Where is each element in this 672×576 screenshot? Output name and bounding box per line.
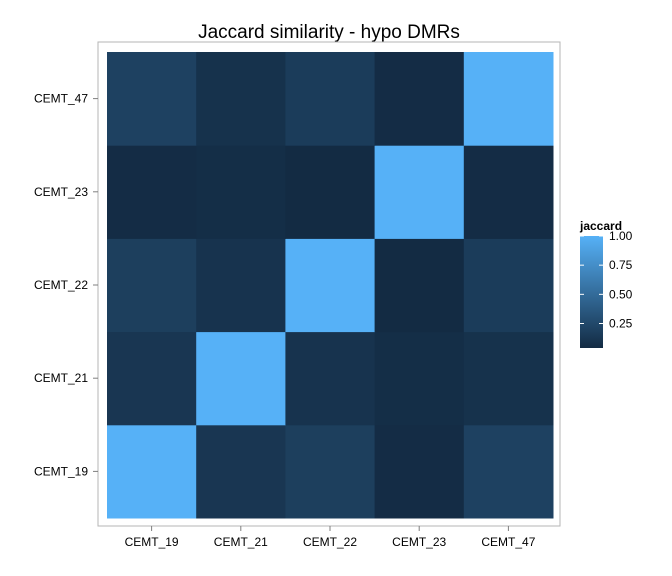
- legend-tick-label: 0.50: [609, 287, 633, 301]
- cell-CEMT_19-CEMT_23: [107, 145, 197, 239]
- legend-title: jaccard: [579, 219, 622, 233]
- x-tick-label: CEMT_21: [214, 535, 268, 549]
- cell-CEMT_21-CEMT_21: [196, 331, 286, 426]
- cell-CEMT_22-CEMT_21: [285, 331, 376, 426]
- legend-tick-label: 1.00: [609, 229, 633, 243]
- x-axis: CEMT_19 CEMT_21 CEMT_22 CEMT_23 CEMT_47: [125, 526, 536, 549]
- cell-CEMT_19-CEMT_21: [107, 331, 197, 426]
- cell-CEMT_47-CEMT_21: [463, 331, 554, 426]
- cell-CEMT_21-CEMT_22: [196, 238, 286, 333]
- x-tick-label: CEMT_23: [392, 535, 446, 549]
- y-axis: CEMT_19 CEMT_21 CEMT_22 CEMT_23 CEMT_47: [34, 92, 98, 478]
- cell-CEMT_23-CEMT_47: [374, 52, 465, 146]
- legend-tick-label: 0.75: [609, 258, 633, 272]
- cell-CEMT_47-CEMT_47: [463, 52, 554, 146]
- cell-CEMT_21-CEMT_19: [196, 424, 286, 519]
- cell-CEMT_21-CEMT_23: [196, 145, 286, 239]
- x-tick-label: CEMT_22: [303, 535, 357, 549]
- heatmap-cells: [107, 52, 554, 519]
- cell-CEMT_19-CEMT_19: [107, 424, 197, 519]
- y-tick-label: CEMT_19: [34, 464, 88, 478]
- legend-ticks: 1.00 0.75 0.50 0.25: [580, 229, 633, 331]
- cell-CEMT_47-CEMT_19: [463, 424, 554, 519]
- cell-CEMT_47-CEMT_22: [463, 238, 554, 333]
- cell-CEMT_19-CEMT_22: [107, 238, 197, 333]
- chart-title: Jaccard similarity - hypo DMRs: [198, 22, 460, 43]
- y-tick-label: CEMT_22: [34, 278, 88, 292]
- color-legend: jaccard 1.00 0.75 0.50 0.25: [579, 219, 633, 348]
- cell-CEMT_23-CEMT_21: [374, 331, 465, 426]
- cell-CEMT_22-CEMT_19: [285, 424, 376, 519]
- y-tick-label: CEMT_23: [34, 185, 88, 199]
- y-tick-label: CEMT_47: [34, 92, 88, 106]
- cell-CEMT_22-CEMT_23: [285, 145, 376, 239]
- legend-colorbar: [580, 236, 603, 348]
- cell-CEMT_23-CEMT_19: [374, 424, 465, 519]
- x-tick-label: CEMT_19: [125, 535, 179, 549]
- legend-tick-label: 0.25: [609, 317, 633, 331]
- cell-CEMT_22-CEMT_22: [285, 238, 376, 333]
- cell-CEMT_19-CEMT_47: [107, 52, 197, 146]
- cell-CEMT_23-CEMT_22: [374, 238, 465, 333]
- y-tick-label: CEMT_21: [34, 371, 88, 385]
- x-tick-label: CEMT_47: [481, 535, 535, 549]
- cell-CEMT_22-CEMT_47: [285, 52, 376, 146]
- cell-CEMT_21-CEMT_47: [196, 52, 286, 146]
- cell-CEMT_23-CEMT_23: [374, 145, 465, 239]
- plot-panel: [97, 41, 561, 527]
- cell-CEMT_47-CEMT_23: [463, 145, 554, 239]
